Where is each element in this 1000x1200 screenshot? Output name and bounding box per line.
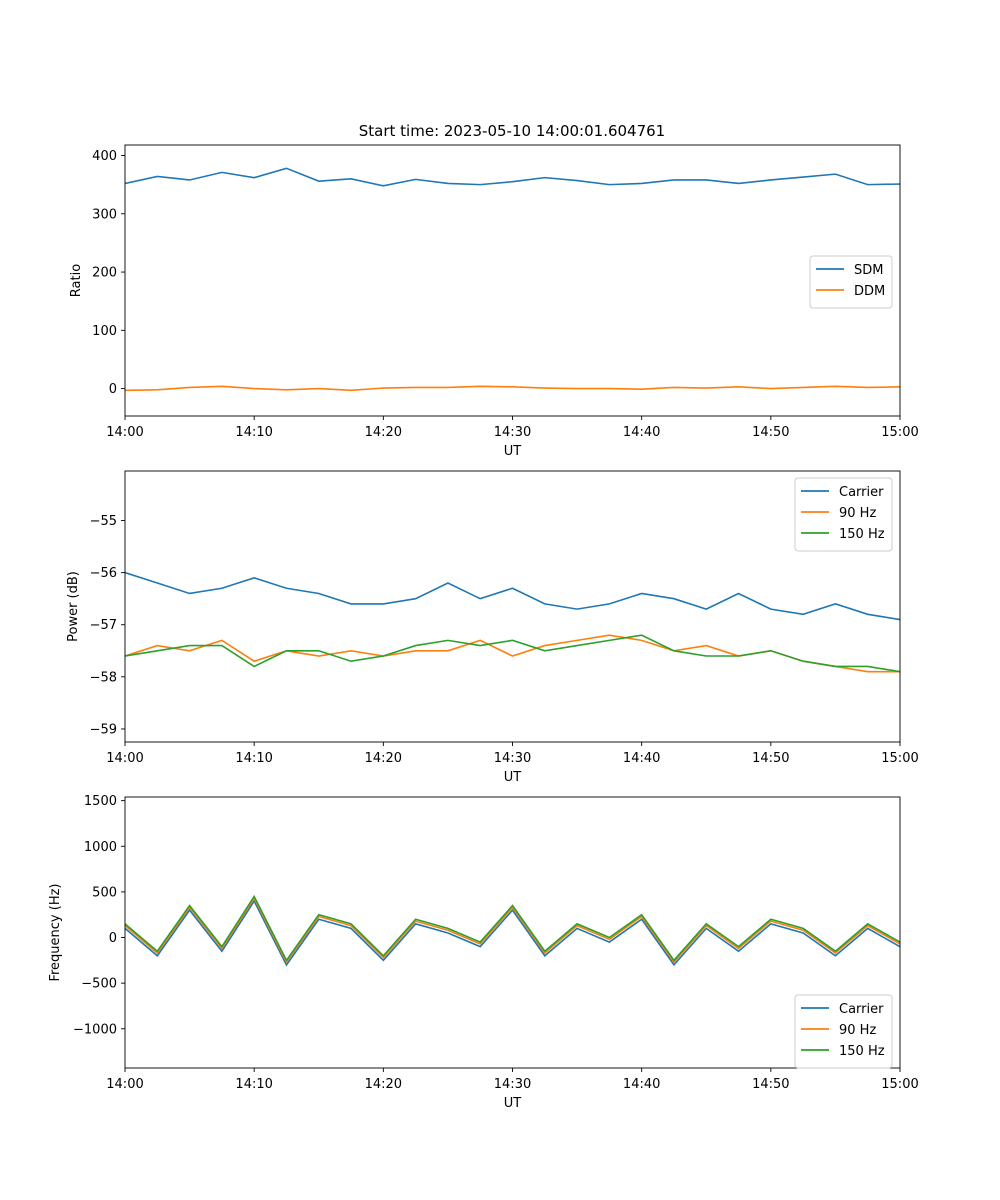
x-tick-label: 14:40 [623,425,660,440]
y-tick-label: −55 [90,514,117,529]
series-line-sdm [124,167,901,187]
legend-label: SDM [854,263,883,278]
axes-frame [124,796,901,1069]
axes-frame [124,470,901,743]
legend: Carrier 90 Hz 150 Hz [794,477,893,552]
x-axis-label: UT [504,1096,522,1111]
y-tick-label: 500 [92,885,117,900]
figure-title: Start time: 2023-05-10 14:00:01.604761 [359,122,665,140]
y-tick-label: −57 [90,618,117,633]
y-tick-label: 300 [92,207,117,222]
y-axis-label: Ratio [69,264,84,297]
legend-label: 90 Hz [839,1023,876,1038]
x-tick-label: 14:00 [106,425,143,440]
legend-label: 90 Hz [839,506,876,521]
x-tick-label: 15:00 [881,751,918,766]
panel-2: 14:00 14:10 14:20 14:30 14:40 14:50 15:00 −59 −5… [66,470,919,785]
y-tick-label: −56 [90,566,117,581]
y-axis-label: Frequency (Hz) [48,883,63,981]
y-tick-label: 200 [92,266,117,281]
x-axis-label: UT [504,770,522,785]
panel-1: 14:00 14:10 14:20 14:30 14:40 14:50 15:00 0 100 2… [69,144,919,459]
x-tick-label: 14:50 [752,1077,789,1092]
y-tick-label: 1500 [84,794,117,809]
series-line-150-hz [124,894,901,962]
x-tick-label: 14:20 [365,1077,402,1092]
x-axis-label: UT [504,444,522,459]
x-tick-label: 14:20 [365,751,402,766]
series-line-90-hz [124,896,901,964]
y-tick-label: −1000 [73,1022,117,1037]
y-tick-label: −58 [90,670,117,685]
legend-label: Carrier [839,1002,884,1017]
y-tick-label: −59 [90,722,117,737]
x-tick-label: 14:30 [494,1077,531,1092]
x-tick-label: 14:10 [235,751,272,766]
y-tick-label: 0 [109,931,117,946]
y-tick-label: −500 [81,977,117,992]
x-tick-label: 15:00 [881,425,918,440]
x-tick-label: 14:00 [106,751,143,766]
x-tick-label: 14:20 [365,425,402,440]
legend: SDM DDM [809,255,893,309]
y-tick-label: 0 [109,382,117,397]
y-axis-label: Power (dB) [66,571,81,642]
series-line-carrier [124,571,901,621]
series-line-carrier [124,899,901,967]
axes-frame [124,144,901,417]
legend-label: DDM [854,284,885,299]
y-tick-label: 1000 [84,840,117,855]
x-tick-label: 14:00 [106,1077,143,1092]
x-tick-label: 14:50 [752,425,789,440]
x-tick-label: 14:30 [494,425,531,440]
x-tick-label: 14:40 [623,751,660,766]
series-line-150-hz [124,634,901,673]
legend-label: 150 Hz [839,1044,885,1059]
x-tick-label: 14:40 [623,1077,660,1092]
x-tick-label: 14:10 [235,425,272,440]
x-tick-label: 14:50 [752,751,789,766]
legend: Carrier 90 Hz 150 Hz [794,994,893,1069]
panel-3: 14:00 14:10 14:20 14:30 14:40 14:50 15:00 −1000… [48,794,919,1111]
x-tick-label: 15:00 [881,1077,918,1092]
legend-label: 150 Hz [839,527,885,542]
legend-label: Carrier [839,485,884,500]
x-tick-label: 14:30 [494,751,531,766]
x-tick-label: 14:10 [235,1077,272,1092]
y-tick-label: 100 [92,324,117,339]
series-line-ddm [124,385,901,392]
y-tick-label: 400 [92,149,117,164]
